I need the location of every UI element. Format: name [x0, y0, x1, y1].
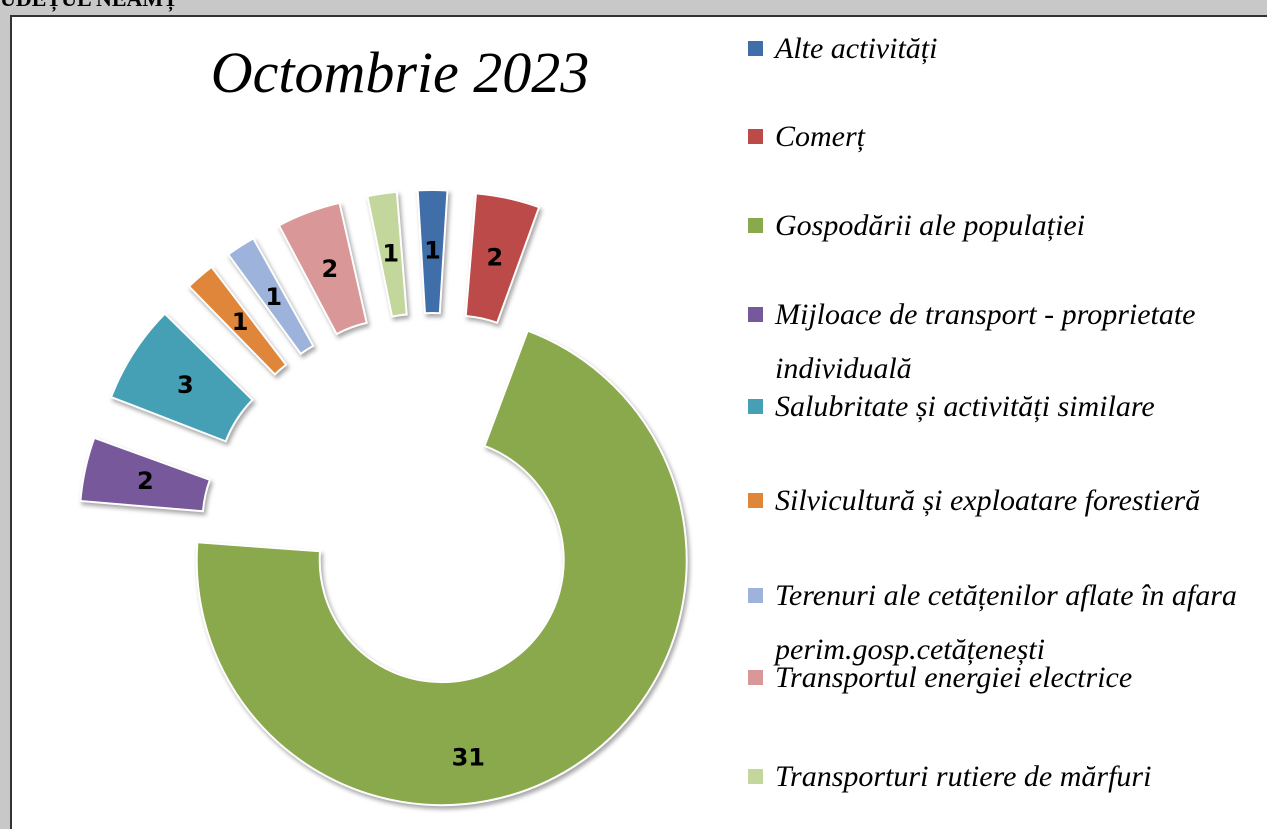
legend-swatch [748, 670, 763, 685]
data-label: 1 [424, 237, 441, 265]
donut-slice [109, 312, 254, 443]
legend-swatch [748, 218, 763, 233]
legend-label: Mijloace de transport - proprietate indi… [775, 298, 1196, 385]
donut-slice [226, 237, 315, 356]
legend-label: Transporturi rutiere de mărfuri [775, 760, 1152, 793]
donut-slice [464, 192, 541, 325]
data-label: 3 [177, 371, 194, 399]
legend-label: Alte activități [775, 32, 938, 65]
donut-slice [366, 190, 408, 318]
donut-slice [187, 265, 288, 376]
data-label: 31 [452, 743, 485, 771]
legend-swatch [748, 41, 763, 56]
chart-title: Octombrie 2023 [211, 40, 590, 105]
legend-swatch [748, 307, 763, 322]
data-label: 1 [265, 283, 282, 311]
legend-label: Gospodării ale populației [775, 209, 1085, 242]
legend-label: Salubritate și activități similare [775, 390, 1155, 423]
data-label: 1 [232, 308, 249, 336]
legend-label: Comerț [775, 120, 865, 153]
data-label: 1 [382, 239, 399, 267]
donut-slice [79, 436, 212, 513]
header: UDEȚUL NEAMȚ [0, 0, 178, 12]
donut-slice [416, 189, 449, 315]
donut-slice [195, 329, 688, 807]
legend-swatch [748, 769, 763, 784]
data-label: 2 [137, 467, 154, 495]
legend-swatch [748, 493, 763, 508]
legend-swatch [748, 399, 763, 414]
legend-label: Transportul energiei electrice [775, 661, 1133, 694]
legend-label: Silvicultură și exploatare forestieră [775, 484, 1201, 517]
legend-label: Terenuri ale cetățenilor aflate în afara… [775, 579, 1237, 666]
donut-slice [277, 201, 368, 336]
data-label: 2 [486, 243, 503, 271]
legend-swatch [748, 588, 763, 603]
legend-swatch [748, 129, 763, 144]
data-label: 2 [322, 255, 339, 283]
